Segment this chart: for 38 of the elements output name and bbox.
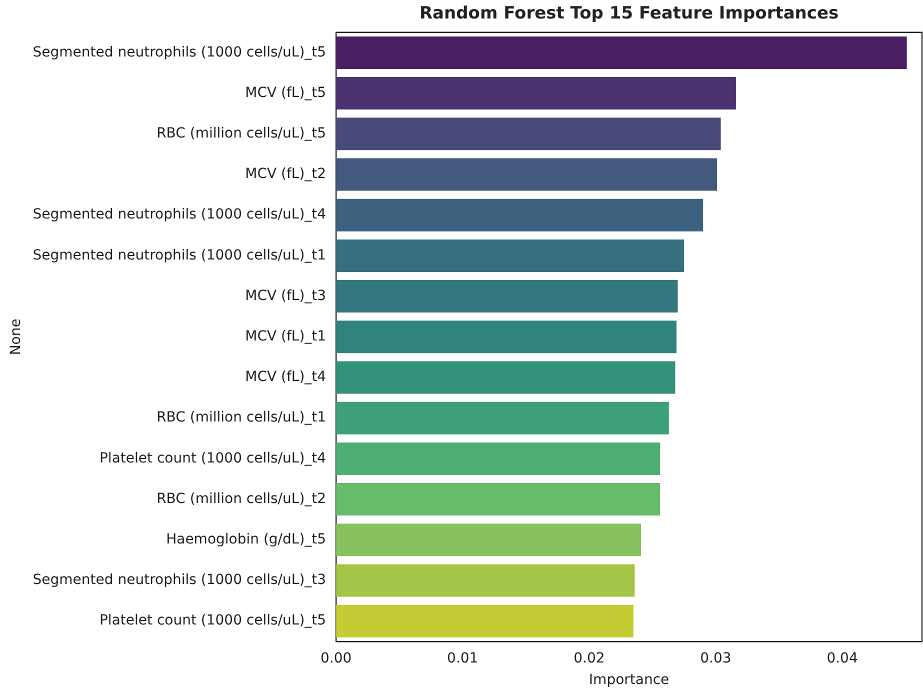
y-tick-label: MCV (fL)_t2 xyxy=(245,166,326,182)
bar xyxy=(336,483,660,516)
y-tick-label: MCV (fL)_t5 xyxy=(245,84,326,101)
bar xyxy=(336,280,678,313)
y-tick-label: RBC (million cells/uL)_t2 xyxy=(156,490,326,507)
y-tick-label: Segmented neutrophils (1000 cells/uL)_t1 xyxy=(32,247,326,264)
bar xyxy=(336,118,721,150)
bar xyxy=(336,524,642,556)
bar xyxy=(336,442,660,475)
x-tick-label: 0.02 xyxy=(574,650,605,666)
y-tick-label: Segmented neutrophils (1000 cells/uL)_t3 xyxy=(32,572,326,588)
chart-title: Random Forest Top 15 Feature Importances xyxy=(419,4,839,24)
bar xyxy=(336,564,635,597)
x-tick-label: 0.01 xyxy=(447,650,478,666)
bar xyxy=(336,158,717,191)
y-tick-label: Platelet count (1000 cells/uL)_t5 xyxy=(99,612,326,629)
bar xyxy=(336,361,676,394)
bar xyxy=(336,198,704,232)
x-tick-label: 0.03 xyxy=(700,650,732,666)
x-tick-label: 0.00 xyxy=(320,650,352,666)
bar xyxy=(336,36,907,69)
bar xyxy=(336,77,736,110)
y-tick-label: MCV (fL)_t3 xyxy=(245,288,326,304)
y-axis-title: None xyxy=(8,318,24,356)
y-tick-label: RBC (million cells/uL)_t5 xyxy=(156,126,326,142)
bar xyxy=(336,239,684,272)
y-tick-label: Segmented neutrophils (1000 cells/uL)_t4 xyxy=(32,206,326,223)
x-axis-title: Importance xyxy=(588,672,670,688)
y-tick-label: Haemoglobin (g/dL)_t5 xyxy=(166,532,326,548)
bar xyxy=(336,604,634,638)
y-tick-label: RBC (million cells/uL)_t1 xyxy=(156,410,326,426)
bar xyxy=(336,402,669,434)
y-tick-label: Segmented neutrophils (1000 cells/uL)_t5 xyxy=(32,44,326,60)
y-tick-label: Platelet count (1000 cells/uL)_t4 xyxy=(99,450,326,466)
bar xyxy=(336,320,676,354)
y-tick-label: MCV (fL)_t4 xyxy=(245,369,326,386)
y-tick-label: MCV (fL)_t1 xyxy=(245,328,326,345)
x-tick-label: 0.04 xyxy=(826,650,858,666)
